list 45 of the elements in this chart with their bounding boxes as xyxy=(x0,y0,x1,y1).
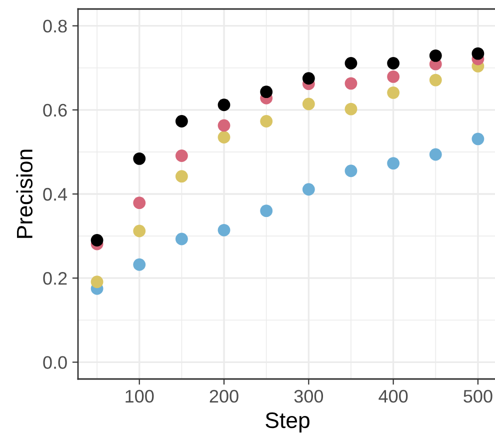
point xyxy=(260,204,273,218)
point xyxy=(133,196,146,210)
point xyxy=(218,131,230,144)
point xyxy=(387,157,400,170)
point xyxy=(429,74,442,86)
y-tick-label: 0.6 xyxy=(43,104,67,117)
point xyxy=(175,170,188,183)
point xyxy=(429,148,442,161)
point xyxy=(133,258,146,271)
point xyxy=(387,70,400,83)
x-tick-label: 400 xyxy=(378,390,408,403)
y-tick-label: 0.4 xyxy=(43,188,68,201)
point xyxy=(344,102,358,116)
x-tick-label: 200 xyxy=(210,390,238,403)
point xyxy=(218,98,230,112)
x-tick-label: 100 xyxy=(126,390,154,403)
y-tick-label: 0.2 xyxy=(43,272,67,285)
y-axis-title: Precision xyxy=(16,150,33,238)
point xyxy=(175,150,188,162)
point xyxy=(218,224,230,236)
point xyxy=(260,115,273,128)
y-tick-label: 0.8 xyxy=(43,20,67,33)
point xyxy=(175,115,188,128)
point xyxy=(387,86,400,99)
point xyxy=(344,57,358,70)
point xyxy=(175,232,188,246)
x-axis-title: Step xyxy=(266,412,310,433)
point xyxy=(472,132,484,146)
point xyxy=(472,47,484,60)
point xyxy=(90,276,104,288)
x-tick-label: 300 xyxy=(294,390,324,403)
y-tick-label: 0.0 xyxy=(43,356,67,369)
point xyxy=(133,224,146,238)
point xyxy=(218,119,230,132)
point xyxy=(344,77,358,90)
point xyxy=(90,234,104,246)
point xyxy=(387,57,400,70)
point xyxy=(260,86,273,98)
point xyxy=(429,49,442,62)
point xyxy=(344,164,358,178)
point xyxy=(302,183,315,196)
x-tick-label: 500 xyxy=(464,390,492,403)
point xyxy=(302,98,315,110)
point xyxy=(133,152,146,165)
point xyxy=(302,72,315,85)
